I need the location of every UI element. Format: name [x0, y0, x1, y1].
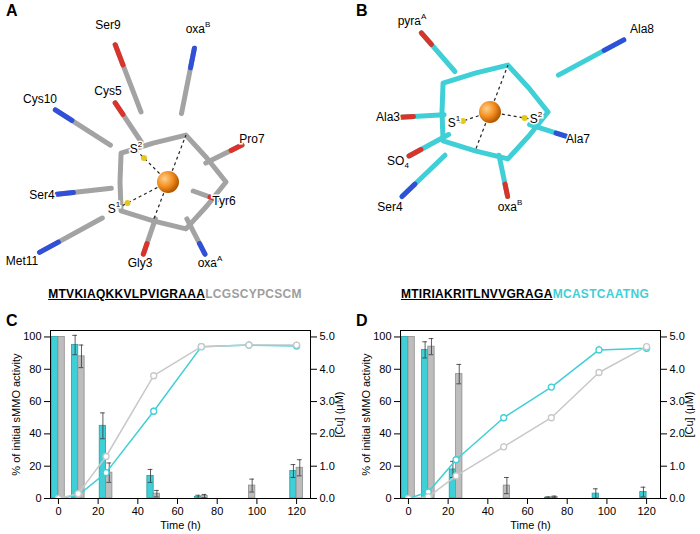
html-text:MTVKIAQKKVLPVIGRAAA LCGSCYPCSC: MTVKIAQKKVLPVIGRAAA LCGSCYPCSCM — [48, 287, 302, 301]
html-text:C: C — [6, 312, 18, 329]
svg-text:20: 20 — [29, 460, 41, 472]
svg-text:100: 100 — [23, 330, 41, 342]
svg-text:pyraA: pyraA — [398, 12, 427, 28]
svg-text:2.0: 2.0 — [319, 427, 335, 440]
svg-text:60: 60 — [171, 505, 183, 517]
html-text:D: D — [356, 312, 368, 329]
svg-text:0: 0 — [405, 505, 411, 517]
svg-text:100: 100 — [598, 505, 616, 517]
svg-text:Time (h): Time (h) — [510, 519, 551, 531]
svg-text:[Cu] (μM): [Cu] (μM) — [333, 391, 345, 437]
svg-text:40: 40 — [379, 427, 391, 439]
svg-text:Cys5: Cys5 — [94, 84, 122, 98]
svg-text:S2: S2 — [130, 140, 143, 156]
svg-text:Ser9: Ser9 — [95, 18, 121, 32]
svg-text:Ala8: Ala8 — [630, 22, 654, 36]
svg-text:80: 80 — [211, 505, 223, 517]
svg-text:120: 120 — [287, 505, 305, 517]
svg-text:% of initial sMMO activity: % of initial sMMO activity — [360, 353, 372, 476]
svg-text:80: 80 — [379, 363, 391, 375]
svg-text:1.0: 1.0 — [670, 460, 685, 472]
svg-text:Met11: Met11 — [6, 254, 39, 268]
svg-text:60: 60 — [521, 505, 533, 517]
svg-text:5.0: 5.0 — [320, 330, 335, 342]
svg-text:Cys10: Cys10 — [23, 92, 57, 106]
svg-text:0: 0 — [35, 492, 41, 504]
svg-text:4.0: 4.0 — [320, 363, 335, 375]
svg-text:S1: S1 — [108, 200, 121, 216]
svg-text:0: 0 — [55, 505, 61, 517]
svg-text:3.0: 3.0 — [669, 395, 685, 408]
svg-text:100: 100 — [248, 505, 266, 517]
svg-text:SO4: SO4 — [387, 154, 409, 170]
svg-text:oxaA: oxaA — [198, 254, 223, 270]
svg-text:2.0: 2.0 — [669, 427, 685, 440]
svg-text:4.0: 4.0 — [670, 363, 685, 375]
svg-text:20: 20 — [379, 460, 391, 472]
svg-text:oxaB: oxaB — [186, 20, 211, 36]
svg-text:Pro7: Pro7 — [239, 132, 265, 146]
svg-text:20: 20 — [442, 505, 454, 517]
svg-text:oxaB: oxaB — [498, 198, 523, 214]
svg-text:S2: S2 — [530, 110, 543, 126]
svg-text:80: 80 — [561, 505, 573, 517]
svg-text:60: 60 — [29, 395, 41, 407]
svg-text:% of initial sMMO activity: % of initial sMMO activity — [10, 353, 22, 476]
svg-text:Ser4: Ser4 — [377, 200, 403, 214]
svg-text:60: 60 — [379, 395, 391, 407]
svg-text:120: 120 — [637, 505, 655, 517]
svg-text:40: 40 — [132, 505, 144, 517]
svg-text:40: 40 — [482, 505, 494, 517]
svg-text:Ala3: Ala3 — [376, 110, 400, 124]
svg-text:100: 100 — [373, 330, 391, 342]
svg-text:[Cu] (μM): [Cu] (μM) — [683, 391, 695, 437]
svg-text:Ser4: Ser4 — [29, 188, 55, 202]
svg-text:Ala7: Ala7 — [566, 132, 590, 146]
svg-text:1.0: 1.0 — [320, 460, 335, 472]
svg-text:A: A — [6, 2, 18, 19]
html-text:MTIRIAKRITLNVVGRAGA MCASTCAATN: MTIRIAKRITLNVVGRAGA MCASTCAATNG — [400, 287, 649, 301]
svg-text:0: 0 — [385, 492, 391, 504]
svg-text:0.0: 0.0 — [320, 492, 335, 504]
svg-text:Gly3: Gly3 — [128, 256, 153, 270]
svg-text:B: B — [356, 2, 368, 19]
svg-text:80: 80 — [29, 363, 41, 375]
svg-text:Time (h): Time (h) — [160, 519, 201, 531]
svg-text:3.0: 3.0 — [319, 395, 335, 408]
svg-text:S1: S1 — [448, 114, 461, 130]
svg-text:Tyr6: Tyr6 — [212, 194, 236, 208]
svg-text:20: 20 — [92, 505, 104, 517]
svg-text:40: 40 — [29, 427, 41, 439]
svg-text:5.0: 5.0 — [670, 330, 685, 342]
svg-text:0.0: 0.0 — [670, 492, 685, 504]
